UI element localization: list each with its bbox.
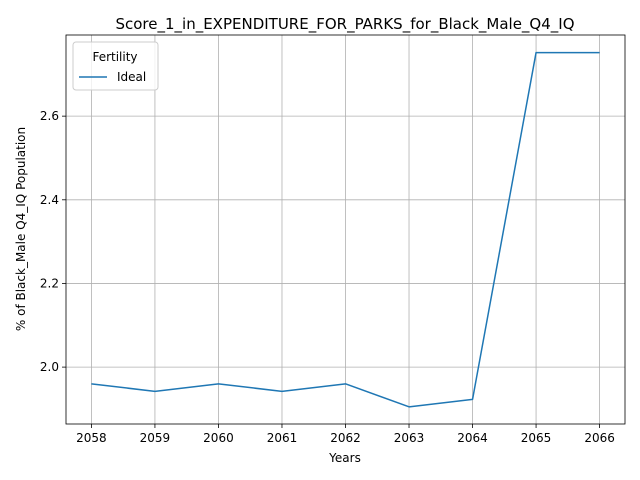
x-tick-label: 2059 bbox=[140, 431, 171, 445]
legend-box bbox=[72, 41, 159, 91]
legend-title: Fertility bbox=[92, 50, 137, 64]
x-tick-label: 2058 bbox=[76, 431, 107, 445]
series-group bbox=[91, 51, 600, 408]
y-tick-label: 2.0 bbox=[40, 360, 59, 374]
y-axis: 2.0 2.2 2.4 2.6 bbox=[40, 109, 66, 374]
x-axis: 2058 2059 2060 2061 2062 2063 2064 2065 2066 bbox=[76, 424, 615, 445]
y-axis-label: % of Black_Male Q4_IQ Population bbox=[14, 127, 28, 331]
legend: Fertility Ideal bbox=[72, 41, 159, 91]
x-tick-label: 2061 bbox=[267, 431, 298, 445]
grid bbox=[66, 35, 625, 424]
x-tick-label: 2064 bbox=[457, 431, 488, 445]
x-tick-label: 2063 bbox=[394, 431, 425, 445]
x-tick-label: 2065 bbox=[521, 431, 552, 445]
y-tick-label: 2.6 bbox=[40, 109, 59, 123]
x-tick-label: 2062 bbox=[330, 431, 361, 445]
y-tick-label: 2.4 bbox=[40, 193, 59, 207]
chart-title: Score_1_in_EXPENDITURE_FOR_PARKS_for_Bla… bbox=[115, 15, 574, 34]
legend-label-ideal: Ideal bbox=[117, 70, 146, 84]
y-tick-label: 2.2 bbox=[40, 276, 59, 290]
x-tick-label: 2060 bbox=[203, 431, 234, 445]
x-tick-label: 2066 bbox=[584, 431, 615, 445]
series-line-ideal bbox=[91, 51, 600, 408]
x-axis-label: Years bbox=[328, 451, 361, 465]
